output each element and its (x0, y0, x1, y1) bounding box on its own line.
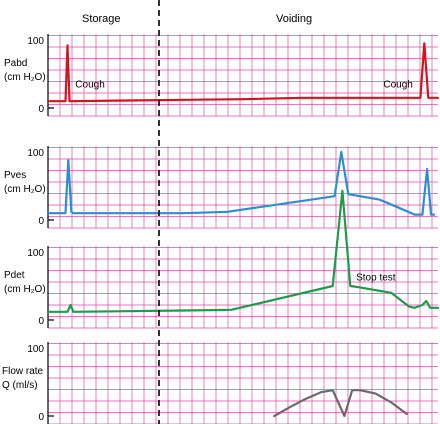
axis-layer (47, 34, 54, 424)
pves-tick-0: 0 (38, 216, 44, 227)
pdet-ylabel-line: (cm H₂O) (4, 284, 46, 295)
pves-ylabel-line: Pves (4, 170, 26, 181)
flow-ylabel-line: Q (ml/s) (2, 380, 38, 391)
pdet-annotation: Stop test (356, 273, 396, 284)
pdet-tick-100: 100 (27, 248, 44, 259)
flow-tick-0: 0 (38, 412, 44, 423)
pabd-trace (46, 42, 440, 103)
pabd-tick-0: 0 (38, 104, 44, 115)
flow-trace (273, 389, 408, 418)
pves-tick-100: 100 (27, 148, 44, 159)
trace-layer (46, 42, 440, 418)
phase-label-storage: Storage (82, 13, 121, 25)
pdet-ylabel-line: Pdet (4, 270, 25, 281)
pabd-annotation: Cough (383, 80, 412, 91)
flow-ylabel-line: Flow rate (2, 366, 44, 377)
grid-layer (47, 34, 438, 424)
pabd-ylabel-line: (cm H₂O) (4, 72, 46, 83)
pves-trace (46, 150, 436, 216)
phase-label-voiding: Voiding (276, 13, 312, 25)
pdet-tick-0: 0 (38, 316, 44, 327)
pves-ylabel-line: (cm H₂O) (4, 184, 46, 195)
pabd-annotation: Cough (75, 80, 104, 91)
pdet-trace (46, 189, 440, 313)
pabd-tick-100: 100 (27, 36, 44, 47)
label-layer: 100 0 Pabd (cm H₂O) Cough Cough 100 0 Pves (cm H₂… (2, 36, 413, 423)
flow-tick-100: 100 (27, 344, 44, 355)
pabd-ylabel-line: Pabd (4, 58, 27, 69)
